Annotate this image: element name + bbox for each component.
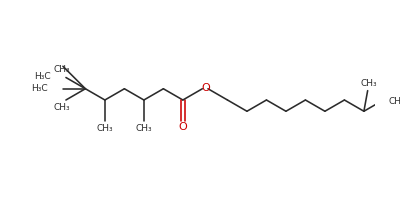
Text: H₃C: H₃C xyxy=(31,84,48,93)
Text: O: O xyxy=(202,83,210,93)
Text: CH₃: CH₃ xyxy=(136,124,152,133)
Text: CH₃: CH₃ xyxy=(96,124,113,133)
Text: CH₃: CH₃ xyxy=(360,79,377,88)
Text: CH₃: CH₃ xyxy=(54,65,70,74)
Text: CH₃: CH₃ xyxy=(54,103,70,112)
Text: CH₃: CH₃ xyxy=(388,97,400,106)
Text: H₃C: H₃C xyxy=(34,72,51,81)
Text: O: O xyxy=(178,122,187,132)
